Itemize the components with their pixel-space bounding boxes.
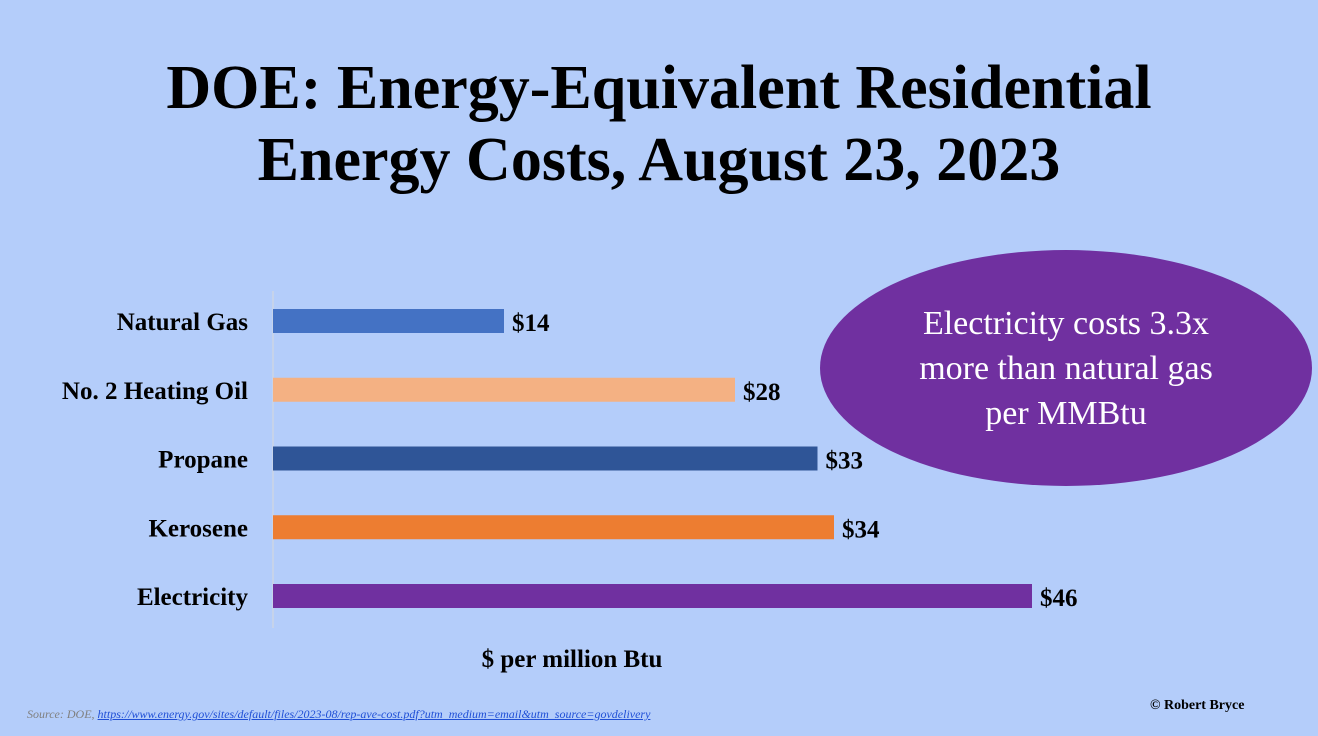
category-label-no-2-heating-oil: No. 2 Heating Oil [62, 378, 248, 405]
category-label-kerosene: Kerosene [148, 515, 248, 542]
data-label-kerosene: $34 [842, 516, 880, 543]
data-label-propane: $33 [826, 448, 864, 475]
category-label-propane: Propane [158, 447, 248, 474]
chart-title: DOE: Energy-Equivalent Residential Energ… [0, 52, 1318, 196]
data-label-natural-gas: $14 [512, 310, 550, 337]
source-link[interactable]: https://www.energy.gov/sites/default/fil… [97, 707, 651, 721]
bar-kerosene [273, 515, 834, 540]
bar-electricity [273, 584, 1032, 608]
data-label-no-2-heating-oil: $28 [743, 379, 781, 406]
bar-natural-gas [273, 309, 504, 333]
title-line-1: DOE: Energy-Equivalent Residential [166, 54, 1152, 122]
callout-text: Electricity costs 3.3x more than natural… [919, 304, 1213, 432]
data-label-electricity: $46 [1040, 585, 1078, 612]
callout-ellipse: Electricity costs 3.3x more than natural… [820, 250, 1312, 486]
copyright-notice: © Robert Bryce [1150, 698, 1245, 713]
bar-propane [273, 446, 818, 471]
title-line-2: Energy Costs, August 23, 2023 [257, 126, 1061, 194]
category-label-electricity: Electricity [137, 584, 249, 611]
category-label-natural-gas: Natural Gas [117, 309, 249, 336]
source-prefix: Source: DOE, [27, 707, 95, 721]
bar-no-2-heating-oil [273, 377, 735, 402]
source-note: Source: DOE, https://www.energy.gov/site… [27, 707, 650, 722]
x-axis-label: $ per million Btu [481, 646, 663, 673]
